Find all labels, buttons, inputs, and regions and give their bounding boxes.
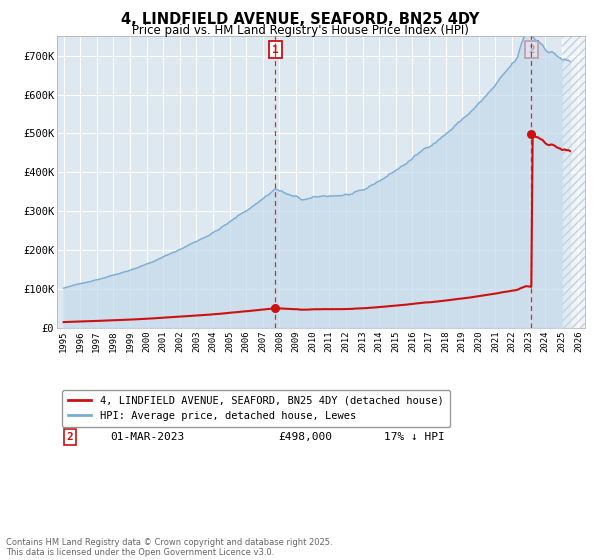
Text: 1: 1 <box>272 44 279 54</box>
Text: 4, LINDFIELD AVENUE, SEAFORD, BN25 4DY: 4, LINDFIELD AVENUE, SEAFORD, BN25 4DY <box>121 12 479 27</box>
Text: 27-SEP-2007: 27-SEP-2007 <box>110 412 184 422</box>
Text: 2: 2 <box>67 432 74 442</box>
Text: Price paid vs. HM Land Registry's House Price Index (HPI): Price paid vs. HM Land Registry's House … <box>131 24 469 36</box>
Text: 01-MAR-2023: 01-MAR-2023 <box>110 432 184 442</box>
Text: Contains HM Land Registry data © Crown copyright and database right 2025.
This d: Contains HM Land Registry data © Crown c… <box>6 538 332 557</box>
Legend: 4, LINDFIELD AVENUE, SEAFORD, BN25 4DY (detached house), HPI: Average price, det: 4, LINDFIELD AVENUE, SEAFORD, BN25 4DY (… <box>62 390 450 427</box>
Text: 1: 1 <box>67 412 74 422</box>
Text: £498,000: £498,000 <box>279 432 333 442</box>
Text: 17% ↓ HPI: 17% ↓ HPI <box>385 432 445 442</box>
Text: £50,000: £50,000 <box>279 412 326 422</box>
Text: 2: 2 <box>528 44 535 54</box>
Text: 86% ↓ HPI: 86% ↓ HPI <box>385 412 445 422</box>
Bar <box>562 36 585 328</box>
